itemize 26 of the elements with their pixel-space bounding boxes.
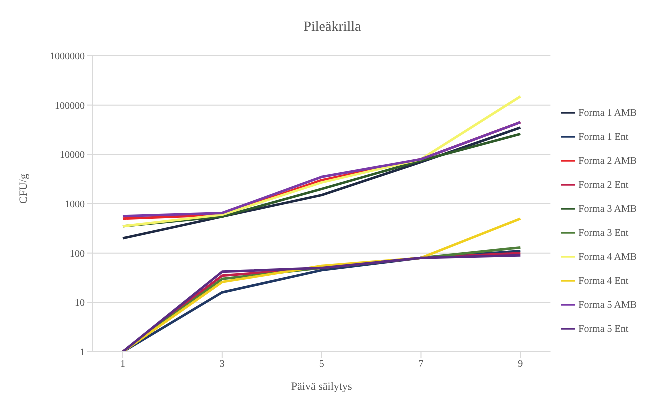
legend-label: Forma 2 AMB — [578, 156, 637, 166]
legend-label: Forma 5 AMB — [578, 300, 637, 310]
y-tick-label: 10000 — [60, 150, 85, 162]
chart-title: Pileäkrilla — [302, 19, 362, 37]
legend-label: Forma 4 AMB — [578, 252, 637, 262]
x-tick-label: 1 — [120, 359, 126, 370]
x-axis-title: Päivä säilytys — [291, 381, 352, 393]
legend-label: Forma 5 Ent — [578, 324, 629, 334]
x-tick-label: 5 — [319, 359, 324, 370]
y-tick-label: 1000000 — [50, 52, 85, 63]
y-tick-label: 100 — [70, 248, 85, 260]
legend-label: Forma 1 AMB — [578, 108, 637, 118]
legend-label: Forma 3 Ent — [578, 228, 629, 238]
x-tick-label: 7 — [418, 359, 424, 370]
legend-label: Forma 4 Ent — [578, 276, 629, 286]
x-tick-label: 3 — [220, 359, 225, 370]
y-axis-title: CFU/g — [18, 174, 30, 204]
x-tick-label: 9 — [518, 359, 524, 370]
y-tick-label: 100000 — [55, 100, 85, 112]
y-tick-label: 10 — [75, 298, 85, 310]
legend-label: Forma 1 Ent — [578, 132, 629, 142]
y-tick-label: 1000 — [65, 200, 85, 211]
legend-label: Forma 2 Ent — [578, 180, 629, 190]
line-series — [122, 95, 522, 228]
y-tick-label: 1 — [80, 348, 85, 359]
legend-label: Forma 3 AMB — [578, 204, 637, 214]
